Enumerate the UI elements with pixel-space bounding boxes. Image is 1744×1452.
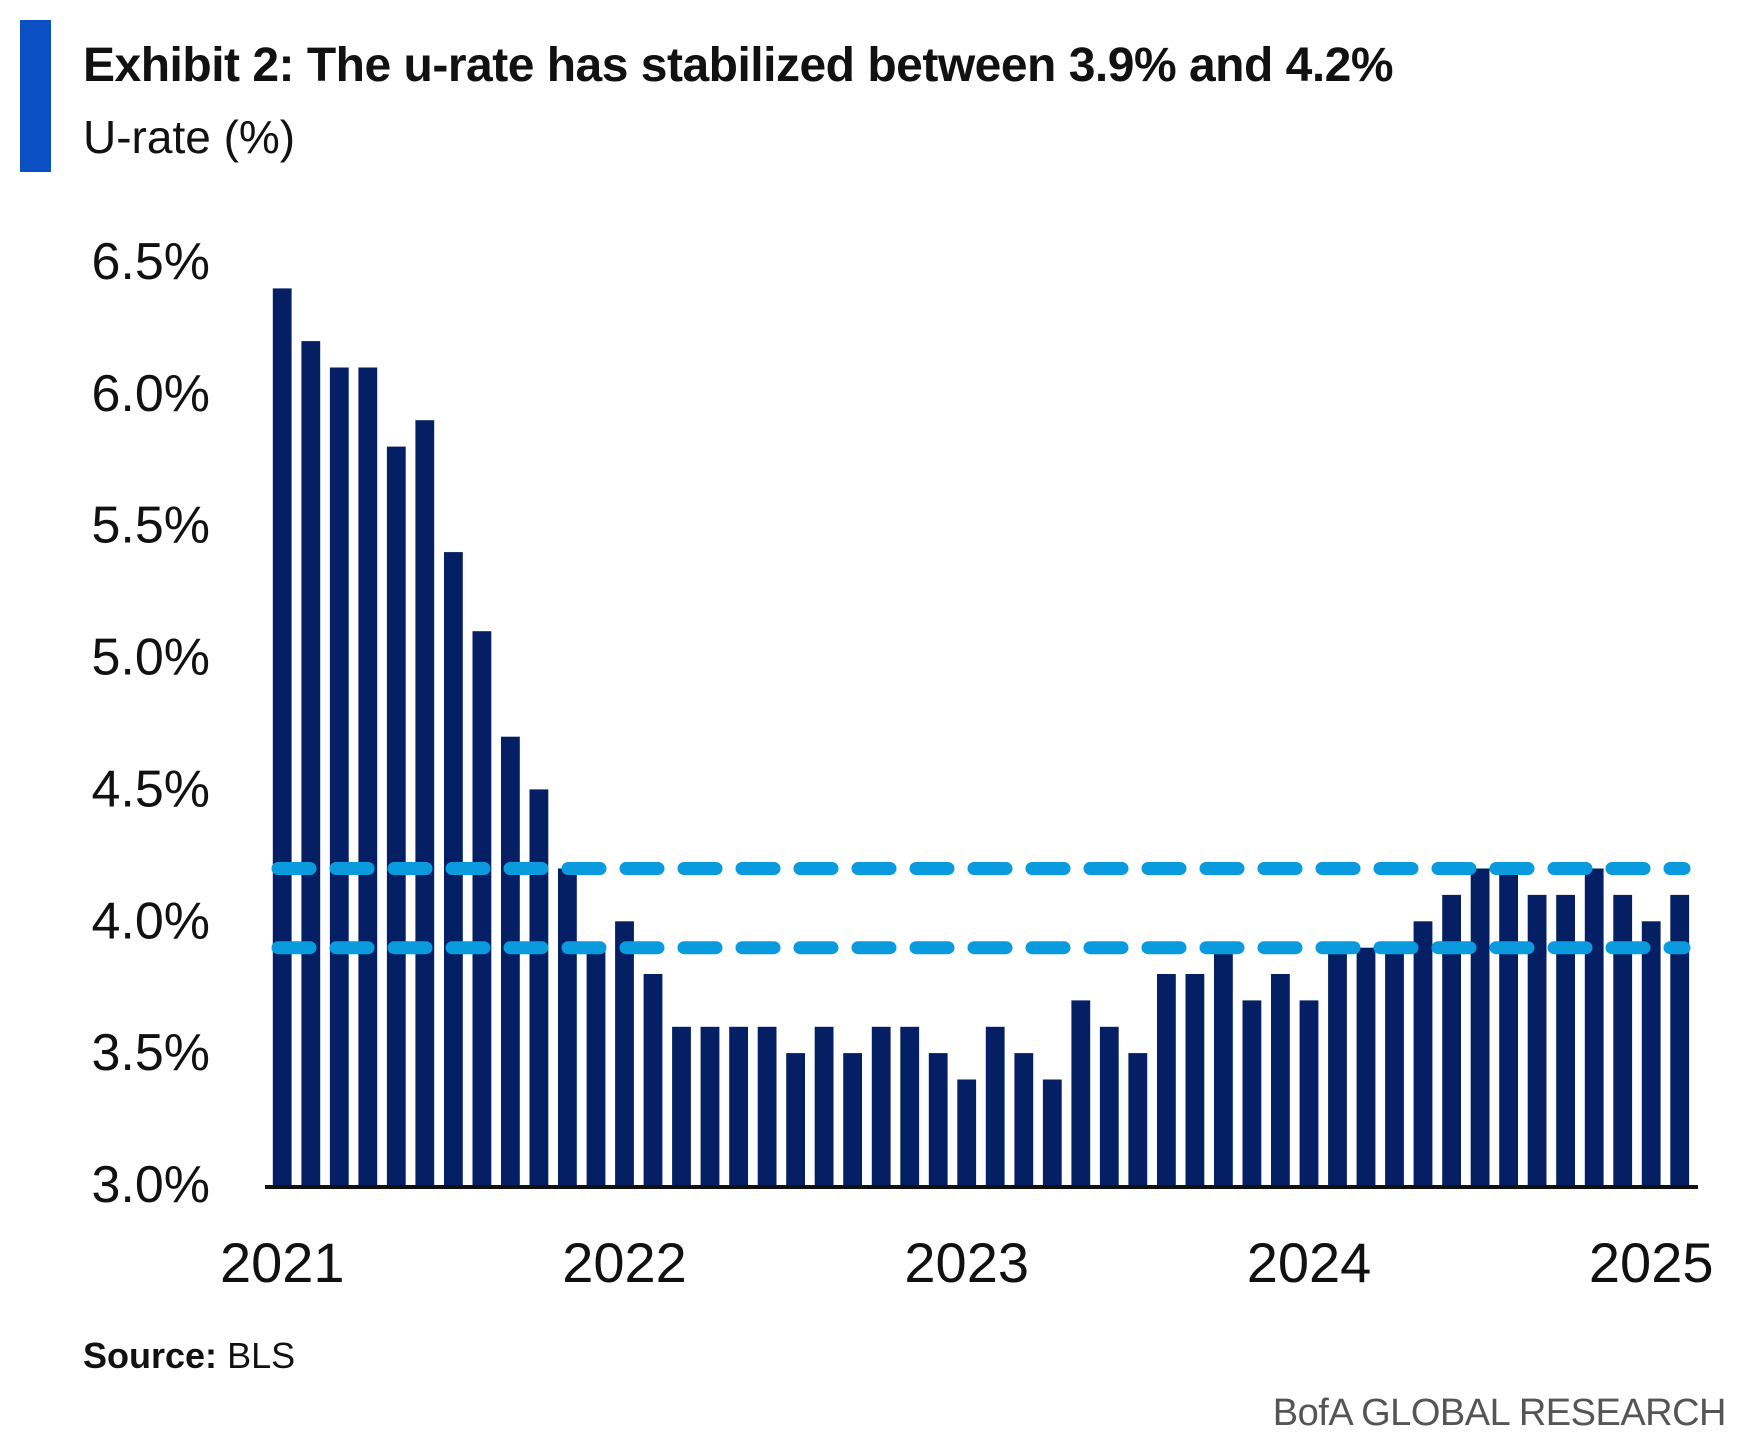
bar [415, 420, 435, 1185]
y-tick-label: 5.5% [91, 497, 210, 555]
bar [301, 341, 321, 1186]
y-axis-labels: 3.0% 3.5% 4.0% 4.5% 5.0% 5.5% 6.0% 6.5% [91, 233, 210, 1214]
x-tick-label: 2022 [562, 1231, 687, 1294]
chart-subtitle: U-rate (%) [83, 111, 296, 163]
bar [1470, 868, 1490, 1185]
x-tick-label: 2023 [904, 1231, 1029, 1294]
bar [1099, 1026, 1119, 1185]
bar [1499, 868, 1518, 1185]
y-tick-label: 6.5% [91, 233, 210, 291]
x-tick-label: 2024 [1247, 1231, 1372, 1294]
bar [386, 446, 406, 1186]
bar-chart: 3.0%3.5%4.0%4.5%5.0%5.5%6.0%6.5% 2021 202… [91, 233, 1713, 1294]
bar [1185, 974, 1205, 1185]
bar [1556, 894, 1575, 1185]
bar [1584, 868, 1604, 1185]
y-tick-label: 6.0% [91, 365, 210, 423]
bar [786, 1053, 805, 1185]
bar [700, 1026, 720, 1185]
source-label: Source: [83, 1335, 218, 1376]
accent-bar [20, 20, 51, 172]
bar [529, 789, 549, 1185]
bar [358, 367, 378, 1185]
bar [1442, 894, 1461, 1185]
source-note: Source: BLS [83, 1335, 295, 1377]
bar [1014, 1053, 1034, 1185]
bars [272, 288, 1690, 1186]
x-axis-labels: 2021 2022 2023 2024 2025 [220, 1231, 1713, 1294]
bar [843, 1053, 862, 1185]
bar [900, 1026, 920, 1185]
bar [1042, 1079, 1062, 1185]
bar [1641, 921, 1661, 1185]
bar [1328, 947, 1347, 1185]
y-tick-label: 4.5% [91, 760, 210, 818]
bar [1413, 921, 1433, 1185]
bar [729, 1026, 748, 1185]
bar [1271, 974, 1290, 1185]
reference-lines [271, 862, 1691, 955]
chart-title: Exhibit 2: The u-rate has stabilized bet… [83, 39, 1394, 92]
bar [1356, 947, 1376, 1185]
bar [757, 1026, 777, 1185]
bar [672, 1026, 691, 1185]
bar [586, 947, 606, 1185]
bar [957, 1079, 977, 1185]
bar [985, 1026, 1005, 1185]
bar [1613, 894, 1633, 1185]
source-value: BLS [227, 1335, 296, 1376]
bar [1128, 1053, 1148, 1185]
bar [1670, 894, 1690, 1185]
bar [329, 367, 349, 1185]
x-tick-label: 2025 [1589, 1231, 1714, 1294]
y-tick-label: 3.5% [91, 1024, 210, 1082]
bar [871, 1026, 891, 1185]
bar [501, 736, 520, 1185]
bar [1157, 974, 1176, 1185]
y-tick-label: 4.0% [91, 892, 210, 950]
bar [272, 288, 292, 1185]
bar [928, 1053, 948, 1185]
bar [1242, 1000, 1262, 1185]
bar [558, 868, 577, 1185]
bar [643, 974, 663, 1185]
x-tick-label: 2021 [220, 1231, 345, 1294]
bar [814, 1026, 834, 1185]
bar [472, 631, 492, 1185]
y-tick-label: 3.0% [91, 1156, 210, 1214]
bar [615, 921, 634, 1185]
bar [1385, 947, 1404, 1185]
brand-footer: BofA GLOBAL RESEARCH [1272, 1392, 1727, 1434]
bar [1071, 1000, 1091, 1185]
bar [1299, 1000, 1319, 1185]
bar [1527, 894, 1547, 1185]
y-tick-label: 5.0% [91, 629, 210, 687]
bar [1214, 947, 1233, 1185]
